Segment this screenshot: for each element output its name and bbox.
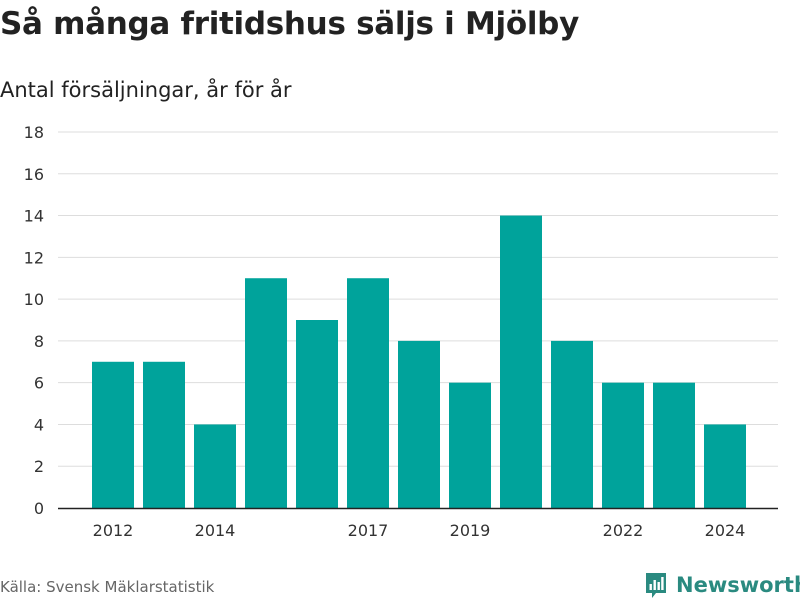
x-tick-label: 2012: [93, 521, 134, 540]
y-tick-label: 0: [34, 499, 44, 518]
brand-name: Newsworthy: [676, 573, 800, 597]
bar-2014: [194, 424, 236, 508]
x-axis-labels: 2012 2014 2017 2019 2022 2024: [93, 521, 746, 540]
y-tick-label: 14: [24, 207, 44, 226]
bar-chart: 0 2 4 6 8 10 12 14 16 18 2012 2014 2017 2019 2022 2024: [24, 123, 778, 540]
y-tick-label: 8: [34, 332, 44, 351]
bar-2018: [398, 340, 440, 508]
chart-subtitle: Antal försäljningar, år för år: [0, 78, 292, 102]
bar-2020: [500, 215, 542, 509]
bar-2024: [704, 424, 746, 508]
bar-2022: [602, 382, 644, 508]
bars: [92, 215, 746, 509]
bar-2016: [296, 320, 338, 508]
bar-2023: [653, 382, 695, 508]
y-tick-label: 4: [34, 415, 44, 434]
newsworthy-logo-icon: [646, 573, 666, 598]
y-tick-label: 6: [34, 374, 44, 393]
bar-2012: [92, 361, 134, 508]
x-tick-label: 2019: [450, 521, 491, 540]
source-note: Källa: Svensk Mäklarstatistik: [0, 578, 215, 596]
x-tick-label: 2024: [705, 521, 746, 540]
bar-2019: [449, 382, 491, 508]
y-tick-label: 2: [34, 457, 44, 476]
bar-2013: [143, 361, 185, 508]
bar-2015: [245, 278, 287, 508]
x-tick-label: 2022: [603, 521, 644, 540]
x-tick-label: 2014: [195, 521, 236, 540]
chart-title: Så många fritidshus säljs i Mjölby: [0, 6, 579, 42]
brand-logo: Newsworthy: [644, 571, 800, 599]
y-tick-label: 16: [24, 165, 44, 184]
bar-2017: [347, 278, 389, 508]
y-tick-label: 10: [24, 290, 44, 309]
y-tick-label: 18: [24, 123, 44, 142]
bar-2021: [551, 340, 593, 508]
y-tick-label: 12: [24, 248, 44, 267]
y-axis-labels: 0 2 4 6 8 10 12 14 16 18: [24, 123, 44, 518]
x-tick-label: 2017: [348, 521, 389, 540]
